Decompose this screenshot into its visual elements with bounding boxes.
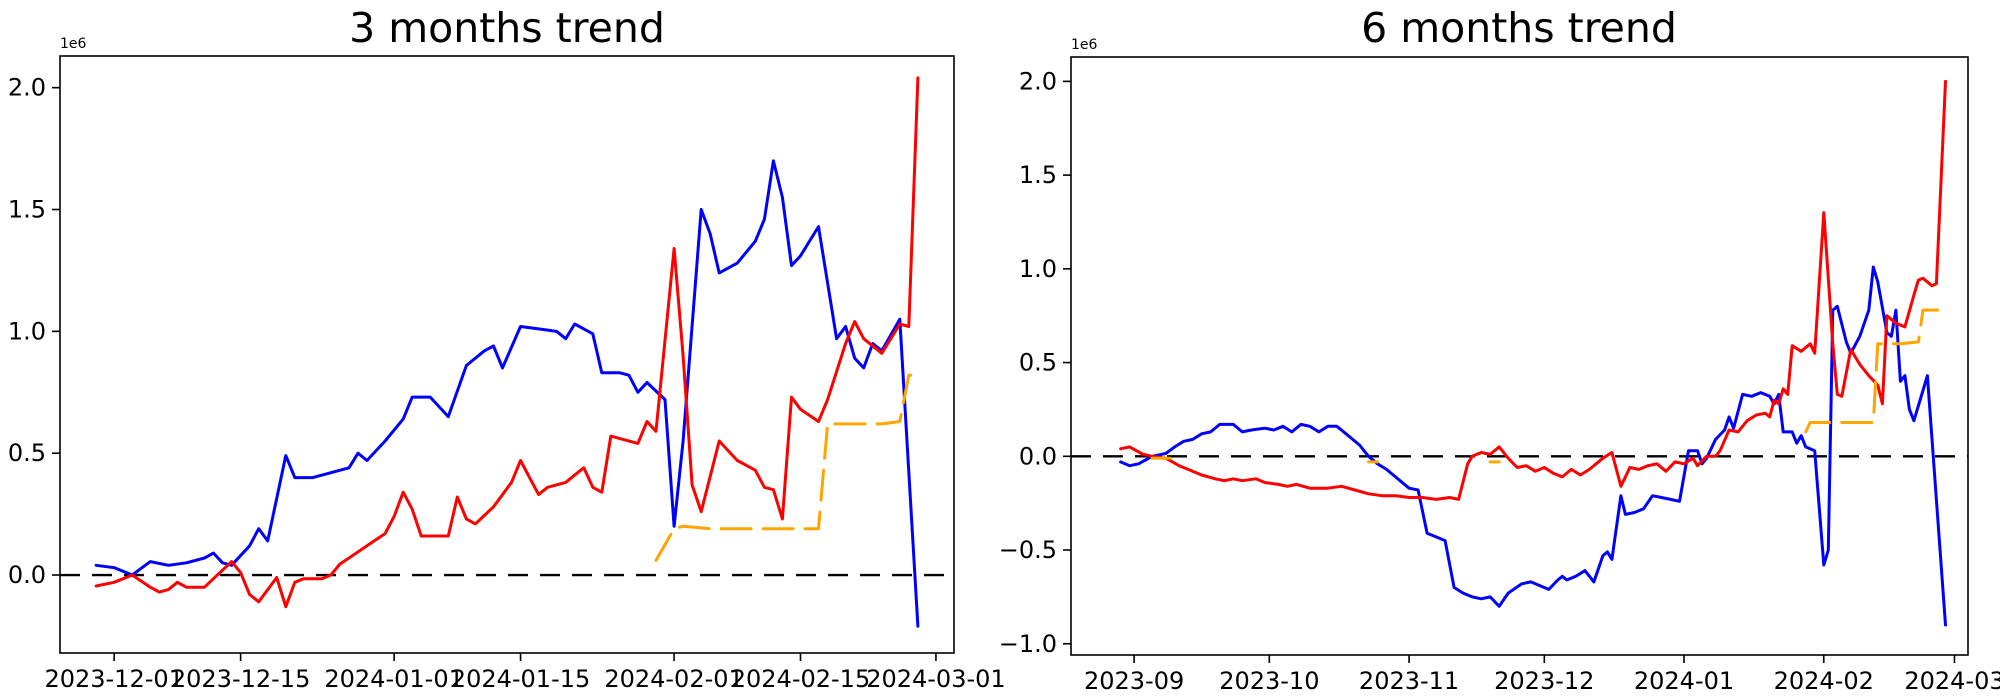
y-tick-label: 2.0 <box>1019 67 1057 95</box>
y-tick-label: 2.0 <box>8 74 46 102</box>
x-tick-label: 2023-12 <box>1494 667 1594 695</box>
orange-dashed-line <box>654 373 920 562</box>
x-tick-label: 2024-02-01 <box>604 665 743 693</box>
blue-line <box>1119 265 1947 627</box>
chart-title-3-months: 3 months trend <box>349 4 665 52</box>
y-tick-label: 0.5 <box>1019 349 1057 377</box>
x-tick-label: 2024-02-15 <box>731 665 870 693</box>
x-tick-label: 2024-02 <box>1774 667 1874 695</box>
axes-spines <box>59 55 955 654</box>
x-tick-label: 2024-01 <box>1634 667 1734 695</box>
y-axis-offset-label: 1e6 <box>60 36 87 52</box>
x-tick-label: 2024-03 <box>1904 667 2000 695</box>
blue-line <box>94 159 920 628</box>
red-line <box>1119 79 1947 501</box>
y-axis-offset-label: 1e6 <box>1071 37 1098 53</box>
x-tick-label: 2023-12-01 <box>44 665 183 693</box>
y-tick-label: 0.0 <box>1019 442 1057 470</box>
x-tick-label: 2023-10 <box>1219 667 1319 695</box>
axes-spines <box>1070 56 1969 656</box>
y-tick-label: −0.5 <box>999 536 1057 564</box>
x-tick-label: 2024-01-15 <box>451 665 590 693</box>
x-tick-label: 2024-03-01 <box>866 665 1005 693</box>
y-tick-label: 0.5 <box>8 439 46 467</box>
red-line <box>94 76 920 609</box>
y-tick-label: 1.0 <box>1019 255 1057 283</box>
y-tick-label: 0.0 <box>8 561 46 589</box>
y-tick-label: 1.5 <box>1019 161 1057 189</box>
y-tick-label: −1.0 <box>999 630 1057 658</box>
y-tick-label: 1.5 <box>8 196 46 224</box>
y-tick-label: 1.0 <box>8 317 46 345</box>
x-tick-label: 2023-11 <box>1359 667 1459 695</box>
x-tick-label: 2024-01-01 <box>324 665 463 693</box>
x-tick-label: 2023-09 <box>1084 667 1184 695</box>
chart-title-6-months: 6 months trend <box>1361 4 1677 52</box>
orange-dashed-line <box>1804 308 1947 434</box>
x-tick-label: 2023-12-15 <box>171 665 310 693</box>
